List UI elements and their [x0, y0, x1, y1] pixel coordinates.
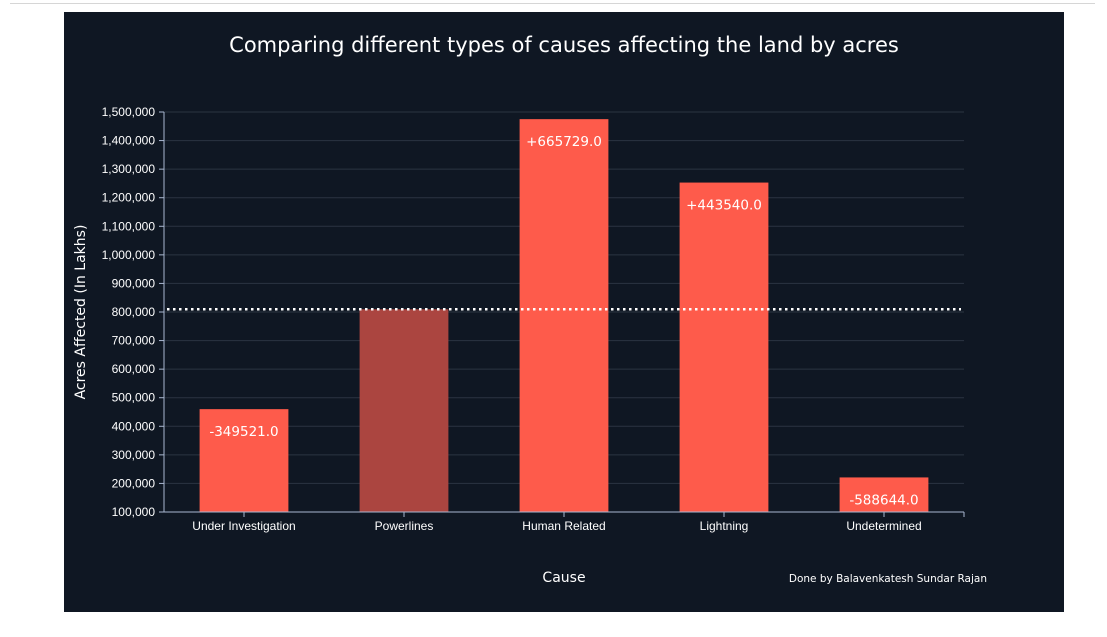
- bar-undetermined: [839, 477, 929, 512]
- bar-powerlines: [359, 309, 449, 512]
- y-axis-title: Acres Affected (In Lakhs): [73, 225, 89, 400]
- bar-lightning: [679, 182, 769, 513]
- bar-under-investigation: [199, 409, 289, 512]
- bar-value-label: -588644.0: [849, 492, 918, 508]
- y-tick-label: 1,400,000: [102, 134, 156, 148]
- bar-chart: Comparing different types of causes affe…: [73, 33, 987, 586]
- y-tick-label: 1,300,000: [102, 162, 156, 176]
- y-tick-label: 300,000: [112, 448, 156, 462]
- axes: 100,000 200,000 300,000 400,000 500,000 600,0…: [102, 105, 965, 533]
- y-tick-label: 1,200,000: [102, 191, 156, 205]
- chart-title: Comparing different types of causes affe…: [229, 33, 899, 57]
- credit-annotation: Done by Balavenkatesh Sundar Rajan: [789, 573, 987, 585]
- bar-value-label: -349521.0: [209, 424, 278, 440]
- y-tick-label: 900,000: [112, 276, 156, 290]
- y-tick-label: 400,000: [112, 419, 156, 433]
- bar-value-label: +665729.0: [526, 134, 602, 150]
- y-tick-label: 1,000,000: [102, 248, 156, 262]
- y-tick-label: 500,000: [112, 391, 156, 405]
- x-tick-label: Human Related: [522, 519, 605, 533]
- x-tick-label: Under Investigation: [192, 519, 295, 533]
- top-divider: [10, 3, 1095, 4]
- bars: [199, 119, 929, 513]
- y-tick-label: 100,000: [112, 505, 156, 519]
- y-tick-label: 700,000: [112, 334, 156, 348]
- bar-human-related: [519, 119, 609, 513]
- x-tick-label: Powerlines: [375, 519, 434, 533]
- bar-value-label: +443540.0: [686, 198, 762, 214]
- y-tick-label: 800,000: [112, 305, 156, 319]
- y-tick-label: 200,000: [112, 476, 156, 490]
- chart-panel: Comparing different types of causes affe…: [64, 12, 1064, 612]
- y-tick-label: 1,100,000: [102, 219, 156, 233]
- x-tick-label: Undetermined: [846, 519, 921, 533]
- y-tick-label: 1,500,000: [102, 105, 156, 119]
- bar-labels: -349521.0 +665729.0 +443540.0 -588644.0: [209, 134, 918, 508]
- x-tick-label: Lightning: [700, 519, 749, 533]
- y-tick-label: 600,000: [112, 362, 156, 376]
- x-axis-title: Cause: [542, 570, 585, 586]
